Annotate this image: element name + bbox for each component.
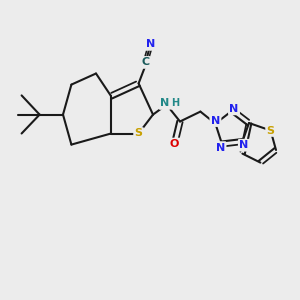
Text: N: N [230, 104, 238, 114]
Text: O: O [170, 139, 179, 149]
Text: H: H [171, 98, 179, 109]
Text: N: N [239, 140, 248, 150]
Text: N: N [160, 98, 169, 109]
Text: C: C [141, 57, 150, 68]
Text: N: N [211, 116, 220, 126]
Text: N: N [216, 142, 225, 153]
Text: S: S [267, 125, 274, 136]
Text: N: N [146, 39, 155, 50]
Text: S: S [135, 128, 142, 139]
